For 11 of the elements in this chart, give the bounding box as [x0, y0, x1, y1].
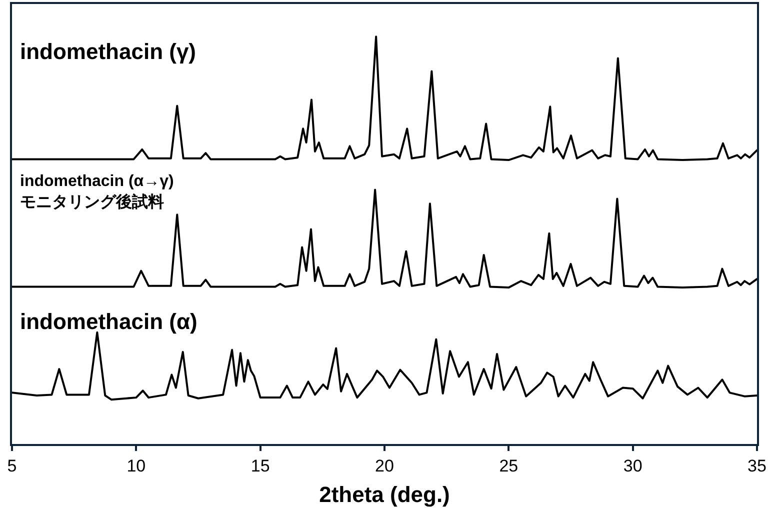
text: indomethacin (γ) — [20, 39, 196, 64]
x-tick-label: 30 — [623, 456, 642, 476]
x-tick-label: 35 — [748, 456, 766, 476]
series-label: indomethacin (α→γ) モニタリング後試料 — [20, 173, 174, 211]
x-tick-label: 15 — [250, 456, 270, 476]
series-label: indomethacin (α) — [20, 309, 198, 334]
x-axis-title: 2theta (deg.) — [319, 482, 450, 507]
x-tick-label: 5 — [7, 456, 17, 476]
x-tick-label: 10 — [126, 456, 146, 476]
x-tick-label: 25 — [499, 456, 518, 476]
x-tick-label: 20 — [375, 456, 394, 476]
